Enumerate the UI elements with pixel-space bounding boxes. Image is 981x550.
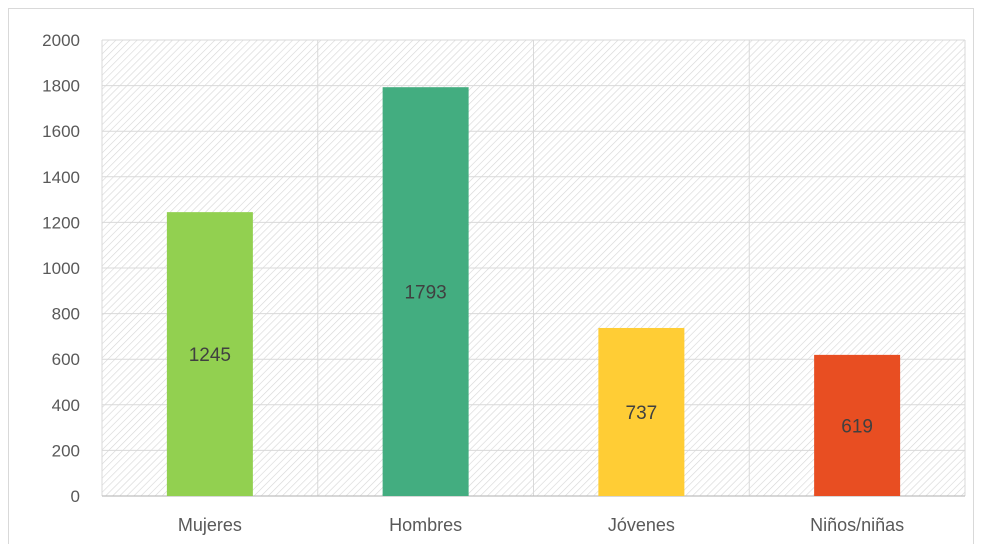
bar-mujeres — [166, 212, 253, 496]
bar-data-label: 619 — [841, 416, 873, 437]
y-tick-label: 0 — [71, 487, 80, 506]
y-tick-label: 1800 — [42, 77, 80, 96]
bar-hombres — [382, 87, 469, 497]
bars: 1245 1793 737 619 — [166, 87, 901, 497]
y-tick-label: 400 — [52, 396, 80, 415]
x-tick-label: Jóvenes — [608, 515, 675, 535]
x-tick-label: Hombres — [389, 515, 462, 535]
bar-data-label: 1793 — [404, 283, 446, 304]
x-axis-tick-labels: Mujeres Hombres Jóvenes Niños/niñas — [178, 515, 904, 535]
bar-data-label: 1245 — [189, 345, 231, 366]
chart-frame — [8, 8, 974, 544]
y-axis-tick-labels: 0 200 400 600 800 1000 1200 1400 1600 1800 2000 — [42, 31, 80, 506]
y-tick-label: 1000 — [42, 259, 80, 278]
x-tick-label: Niños/niñas — [810, 515, 904, 535]
y-tick-label: 600 — [52, 350, 80, 369]
bar-j-venes — [598, 327, 685, 496]
x-tick-label: Mujeres — [178, 515, 242, 535]
y-tick-label: 800 — [52, 305, 80, 324]
y-tick-label: 200 — [52, 441, 80, 460]
bar-ni-os-ni-as — [814, 354, 901, 496]
y-tick-label: 1200 — [42, 213, 80, 232]
y-tick-label: 2000 — [42, 31, 80, 50]
y-tick-label: 1400 — [42, 168, 80, 187]
y-tick-label: 1600 — [42, 122, 80, 141]
bar-data-label: 737 — [626, 403, 658, 424]
